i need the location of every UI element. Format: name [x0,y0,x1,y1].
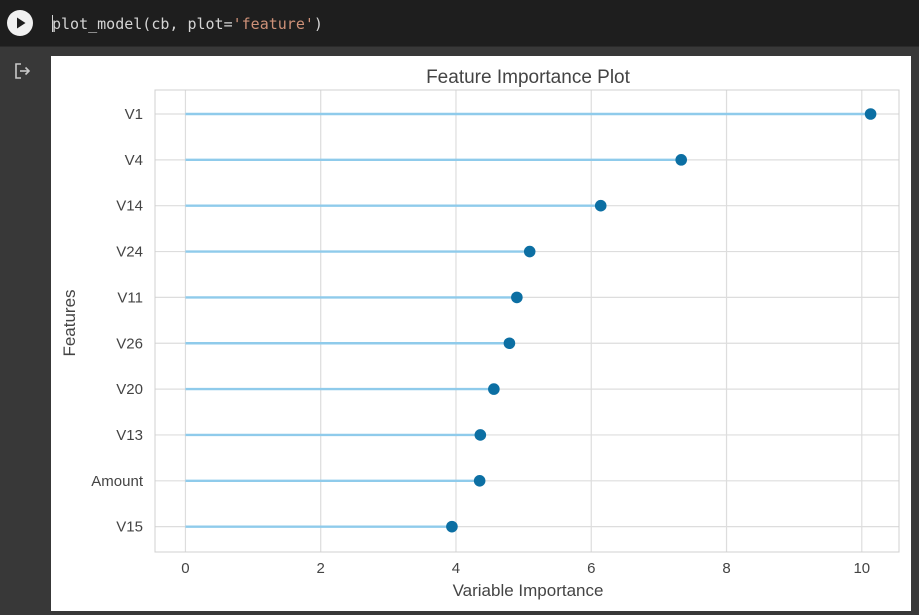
x-tick-label: 6 [587,560,595,577]
lollipop-stems [185,112,871,528]
x-tick-label: 2 [317,560,325,577]
y-tick-label: V26 [116,335,143,352]
y-tick-labels: V1 V4 V14 V24 V11 V26 V20 V13 Amount V15 [91,106,144,536]
output-redirect-icon[interactable] [12,60,34,82]
run-cell-button[interactable] [7,10,33,36]
y-tick-label: V14 [116,198,143,215]
y-tick-label: V24 [116,244,143,261]
x-axis-label: Variable Importance [453,581,604,600]
lollipop-marker [511,291,523,304]
code-call: plot_model(cb, plot= [52,15,233,33]
y-tick-label: V4 [125,152,143,169]
y-tick-label: V11 [117,289,143,306]
play-icon [17,17,26,29]
lollipop-marker [675,154,688,166]
y-tick-label: V13 [116,427,143,444]
x-tick-label: 4 [452,560,460,577]
lollipop-markers [446,108,877,533]
y-axis-label: Features [60,289,79,356]
lollipop-marker [446,520,458,533]
x-tick-labels: 0 2 4 6 8 10 [181,560,870,577]
lollipop-marker [864,108,877,120]
y-tick-label: V15 [116,519,143,536]
code-closing-paren: ) [313,15,323,33]
chart-title: Feature Importance Plot [426,67,631,88]
plot-frame [154,89,900,553]
code-cell-input[interactable]: plot_model(cb, plot='feature') [0,0,919,47]
y-tick-label: V20 [116,381,143,398]
cell-output-area: Feature Importance Plot Variable Importa… [51,56,911,611]
x-tick-label: 10 [853,560,870,577]
x-tick-label: 8 [722,560,730,577]
x-tick-label: 0 [181,560,189,577]
y-tick-label: V1 [125,106,143,123]
lollipop-marker [523,245,536,258]
code-string-literal: 'feature' [232,15,314,33]
code-editor-line[interactable]: plot_model(cb, plot='feature') [52,14,323,34]
feature-importance-chart: Feature Importance Plot Variable Importa… [60,67,900,600]
lollipop-marker [503,337,516,350]
lollipop-marker [488,383,500,395]
text-cursor [52,15,53,32]
y-tick-label: Amount [91,473,144,490]
lollipop-marker [594,199,607,212]
lollipop-marker [473,475,486,487]
lollipop-marker [474,429,487,441]
